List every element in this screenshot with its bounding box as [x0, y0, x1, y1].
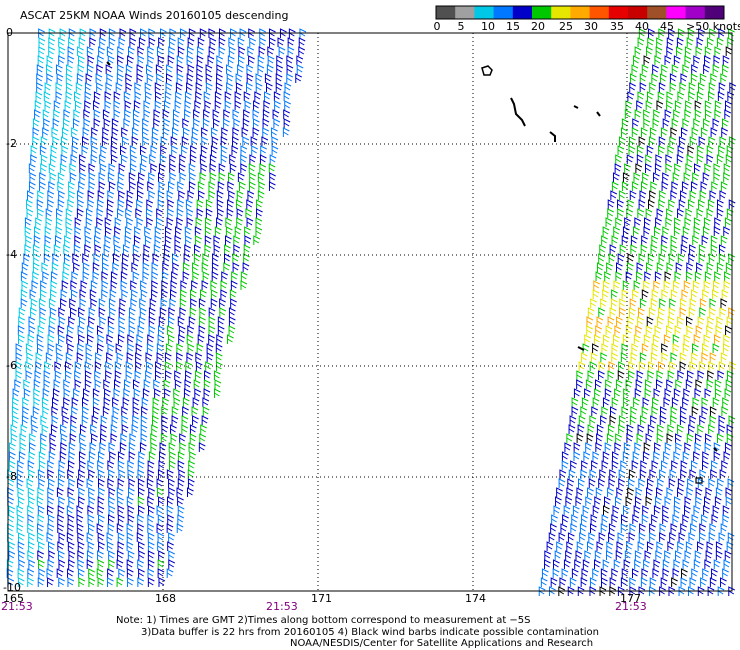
island [481, 65, 493, 76]
legend-swatch [570, 6, 591, 19]
legend-swatch [436, 6, 456, 19]
legend-swatch [474, 6, 495, 19]
lon-label: 165 [3, 592, 24, 605]
legend-swatch [551, 6, 571, 19]
lon-label: 171 [311, 592, 332, 605]
island [510, 97, 526, 127]
legend-label: 25 [559, 20, 573, 33]
island [573, 105, 579, 109]
legend-label: 10 [481, 20, 495, 33]
legend-swatch [455, 6, 475, 19]
lat-label: 0 [6, 26, 13, 39]
island [695, 477, 703, 484]
legend-swatch [512, 6, 533, 19]
note-line-2: 3)Data buffer is 22 hrs from 20160105 4)… [141, 627, 599, 638]
legend-label: 35 [610, 20, 624, 33]
legend-label: 15 [506, 20, 520, 33]
legend-swatch [628, 6, 648, 19]
map-title: ASCAT 25KM NOAA Winds 20160105 descendin… [20, 9, 288, 22]
legend-swatch [493, 6, 514, 19]
lon-label: 168 [155, 592, 176, 605]
time-label: 21:53 [1, 600, 33, 613]
lat-label: -10 [3, 581, 21, 594]
time-label: 21:53 [266, 600, 298, 613]
legend-label: >50 knots [686, 20, 740, 33]
note-line-1: Note: 1) Times are GMT 2)Times along bot… [116, 615, 531, 626]
legend-label: 40 [635, 20, 649, 33]
legend-label: 5 [458, 20, 465, 33]
legend-swatch [647, 6, 667, 19]
legend-label: 20 [531, 20, 545, 33]
legend-label: 0 [434, 20, 441, 33]
map-frame [7, 32, 733, 592]
island [577, 346, 585, 351]
legend-swatch [608, 6, 629, 19]
note-line-3: NOAA/NESDIS/Center for Satellite Applica… [290, 638, 594, 649]
island [549, 131, 556, 142]
islands [106, 61, 718, 484]
wind-barbs [6, 28, 737, 596]
legend-swatch [685, 6, 706, 19]
legend-label: 30 [584, 20, 598, 33]
lat-label: -6 [6, 359, 17, 372]
lon-label: 177 [620, 592, 641, 605]
legend-swatch [589, 6, 610, 19]
legend-label: 45 [660, 20, 674, 33]
lon-label: 174 [465, 592, 486, 605]
legend-swatch [666, 6, 687, 19]
island [713, 447, 718, 452]
lat-label: -4 [6, 248, 17, 261]
color-legend: 0 5 10 15 20 25 30 35 40 45 >50 knots [434, 5, 740, 33]
island [596, 111, 601, 117]
legend-swatch [532, 6, 552, 19]
island [106, 61, 111, 66]
grid-lines [8, 33, 732, 591]
legend-swatch [704, 6, 725, 19]
lat-label: -2 [6, 137, 17, 150]
lat-label: -8 [6, 470, 17, 483]
time-label: 21:53 [615, 600, 647, 613]
